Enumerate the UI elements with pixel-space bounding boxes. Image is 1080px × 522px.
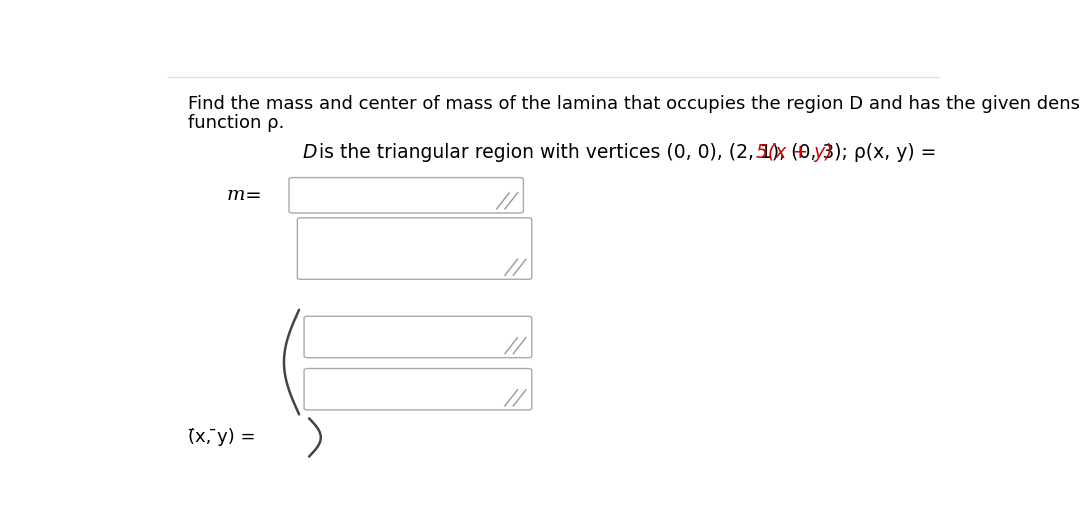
FancyBboxPatch shape	[297, 218, 531, 279]
Text: is the triangular region with vertices (0, 0), (2, 1), (0, 3); ρ(x, y) =: is the triangular region with vertices (…	[313, 143, 943, 162]
Text: function ρ.: function ρ.	[188, 114, 284, 132]
Text: Find the mass and center of mass of the lamina that occupies the region D and ha: Find the mass and center of mass of the …	[188, 95, 1080, 113]
Text: =: =	[239, 186, 261, 205]
Text: D: D	[302, 143, 316, 162]
Text: 5(x + y): 5(x + y)	[756, 143, 833, 162]
Text: m: m	[227, 186, 245, 204]
FancyBboxPatch shape	[305, 369, 531, 410]
FancyBboxPatch shape	[289, 177, 524, 213]
Text: (̄x, ̄y) =: (̄x, ̄y) =	[188, 428, 255, 446]
FancyBboxPatch shape	[305, 316, 531, 358]
